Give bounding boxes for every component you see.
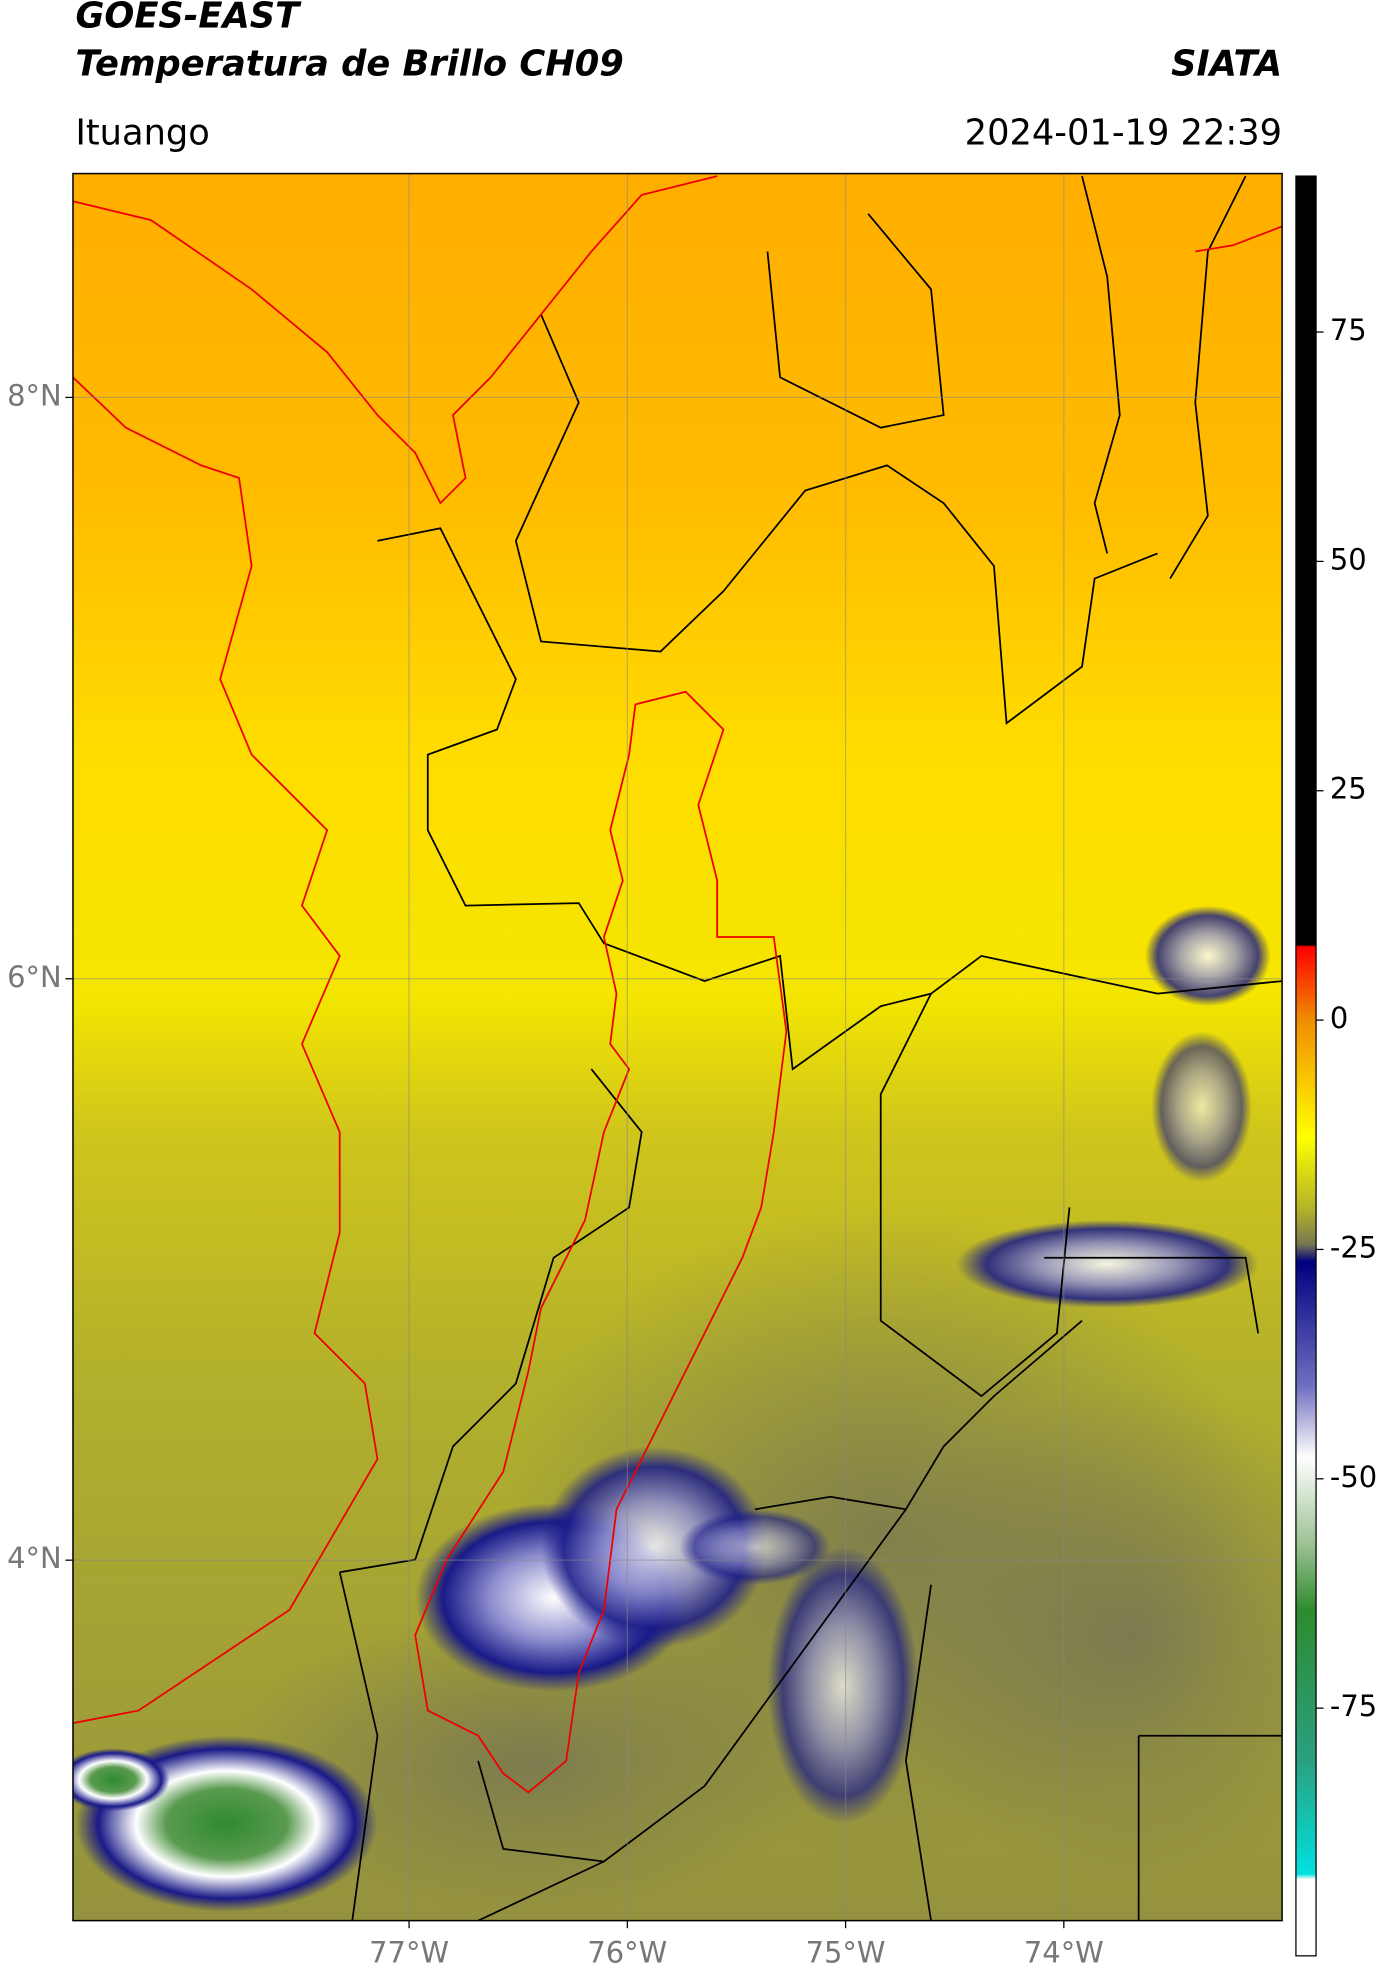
- colorbar-tick-label: 75: [1330, 313, 1367, 347]
- subtitle: Temperatura de Brillo CH09: [75, 43, 623, 84]
- x-tick-label: 74°W: [1024, 1936, 1104, 1970]
- x-tick-label: 76°W: [587, 1936, 667, 1970]
- timestamp: 2024-01-19 22:39: [965, 113, 1282, 154]
- map-image: [72, 173, 1283, 1921]
- map-grid: [72, 173, 1283, 1921]
- map-frame: [72, 172, 1283, 1922]
- title: GOES-EAST: [75, 0, 302, 37]
- colorbar-tick-label: 25: [1330, 772, 1367, 806]
- x-tick-label: 75°W: [806, 1936, 886, 1970]
- x-tick-label: 77°W: [369, 1936, 449, 1970]
- location: Ituango: [75, 113, 209, 154]
- colorbar: [1295, 175, 1317, 1957]
- colorbar-tick-label: -25: [1330, 1230, 1377, 1264]
- colorbar-tick-label: -50: [1330, 1460, 1377, 1494]
- colorbar-tick-label: 50: [1330, 542, 1367, 576]
- y-tick-label: 8°N: [7, 378, 62, 412]
- colorbar-tick-label: -75: [1330, 1689, 1377, 1723]
- y-tick-label: 4°N: [7, 1541, 62, 1575]
- source: SIATA: [1171, 43, 1282, 84]
- colorbar-tick-label: 0: [1330, 1001, 1348, 1035]
- y-tick-label: 6°N: [7, 960, 62, 994]
